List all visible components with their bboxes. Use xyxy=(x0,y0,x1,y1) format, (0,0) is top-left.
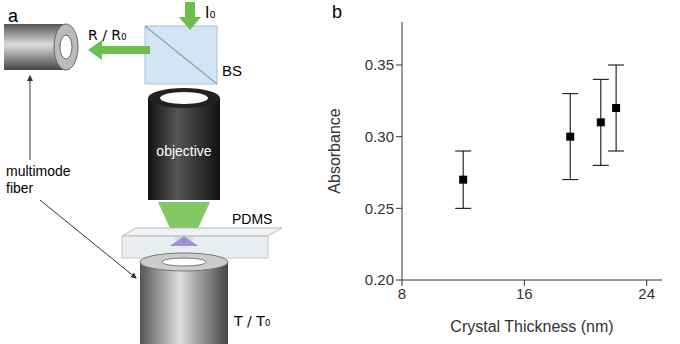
svg-text:multimode: multimode xyxy=(6,163,71,179)
svg-text:R / R₀: R / R₀ xyxy=(88,27,127,43)
svg-text:objective: objective xyxy=(156,143,211,159)
svg-text:I₀: I₀ xyxy=(205,4,215,22)
svg-text:Crystal Thickness (nm): Crystal Thickness (nm) xyxy=(450,318,613,335)
svg-text:24: 24 xyxy=(638,285,655,302)
html-text:b: b xyxy=(332,2,342,22)
svg-text:fiber: fiber xyxy=(6,180,34,196)
svg-text:0.35: 0.35 xyxy=(365,56,394,73)
svg-text:8: 8 xyxy=(398,285,406,302)
svg-text:16: 16 xyxy=(516,285,533,302)
svg-text:BS: BS xyxy=(222,62,242,79)
svg-text:0.30: 0.30 xyxy=(365,128,394,145)
svg-text:0.20: 0.20 xyxy=(365,271,394,288)
svg-text:PDMS: PDMS xyxy=(232,211,272,227)
svg-text:0.25: 0.25 xyxy=(365,200,394,217)
svg-text:Absorbance: Absorbance xyxy=(326,108,343,193)
svg-text:a: a xyxy=(8,6,19,26)
svg-text:T / T₀: T / T₀ xyxy=(233,313,271,329)
